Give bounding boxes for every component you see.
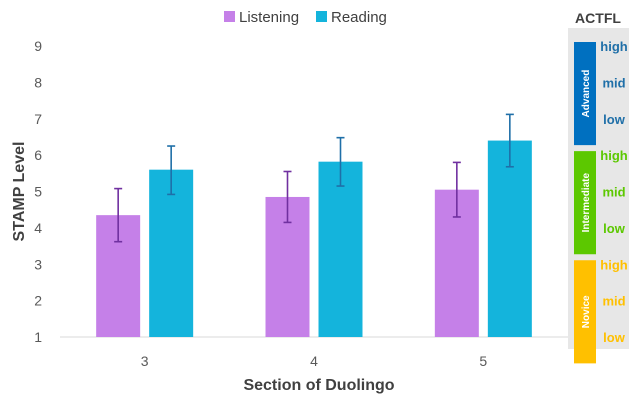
y-tick-label: 3 <box>34 256 42 272</box>
y-tick-label: 6 <box>34 147 42 163</box>
y-tick-label: 9 <box>34 38 42 54</box>
legend-label-reading: Reading <box>331 9 387 26</box>
actfl-title: ACTFL <box>575 10 621 26</box>
x-tick-label: 4 <box>310 353 318 369</box>
actfl-band-intermediate <box>574 151 596 255</box>
legend-label-listening: Listening <box>239 9 299 26</box>
x-tick-label: 3 <box>141 353 149 369</box>
actfl-band-label-advanced: Advanced <box>581 70 592 118</box>
x-axis-title: Section of Duolingo <box>243 377 394 394</box>
actfl-level-advanced-mid: mid <box>602 75 625 90</box>
y-tick-label: 4 <box>34 220 42 236</box>
bar-reading-5 <box>487 140 532 337</box>
y-axis-title: STAMP Level <box>11 142 28 242</box>
y-tick-label: 5 <box>34 184 42 200</box>
y-tick-label: 7 <box>34 111 42 127</box>
bar-reading-3 <box>149 169 194 337</box>
y-tick-label: 8 <box>34 74 42 90</box>
y-tick-label: 1 <box>34 329 42 345</box>
actfl-band-novice <box>574 260 596 364</box>
actfl-level-advanced-low: low <box>603 112 626 127</box>
actfl-level-novice-high: high <box>600 257 627 272</box>
actfl-level-advanced-high: high <box>600 39 627 54</box>
x-tick-label: 5 <box>479 353 487 369</box>
actfl-level-novice-low: low <box>603 330 626 345</box>
actfl-band-label-intermediate: Intermediate <box>581 173 592 233</box>
actfl-band-advanced <box>574 42 596 146</box>
actfl-level-intermediate-mid: mid <box>602 185 625 200</box>
legend-swatch-listening <box>224 11 235 22</box>
actfl-level-intermediate-low: low <box>603 221 626 236</box>
bar-reading-4 <box>318 161 363 337</box>
actfl-level-novice-mid: mid <box>602 294 625 309</box>
actfl-band-label-novice: Novice <box>581 295 592 328</box>
legend-swatch-reading <box>316 11 327 22</box>
y-tick-label: 2 <box>34 293 42 309</box>
actfl-level-intermediate-high: high <box>600 148 627 163</box>
